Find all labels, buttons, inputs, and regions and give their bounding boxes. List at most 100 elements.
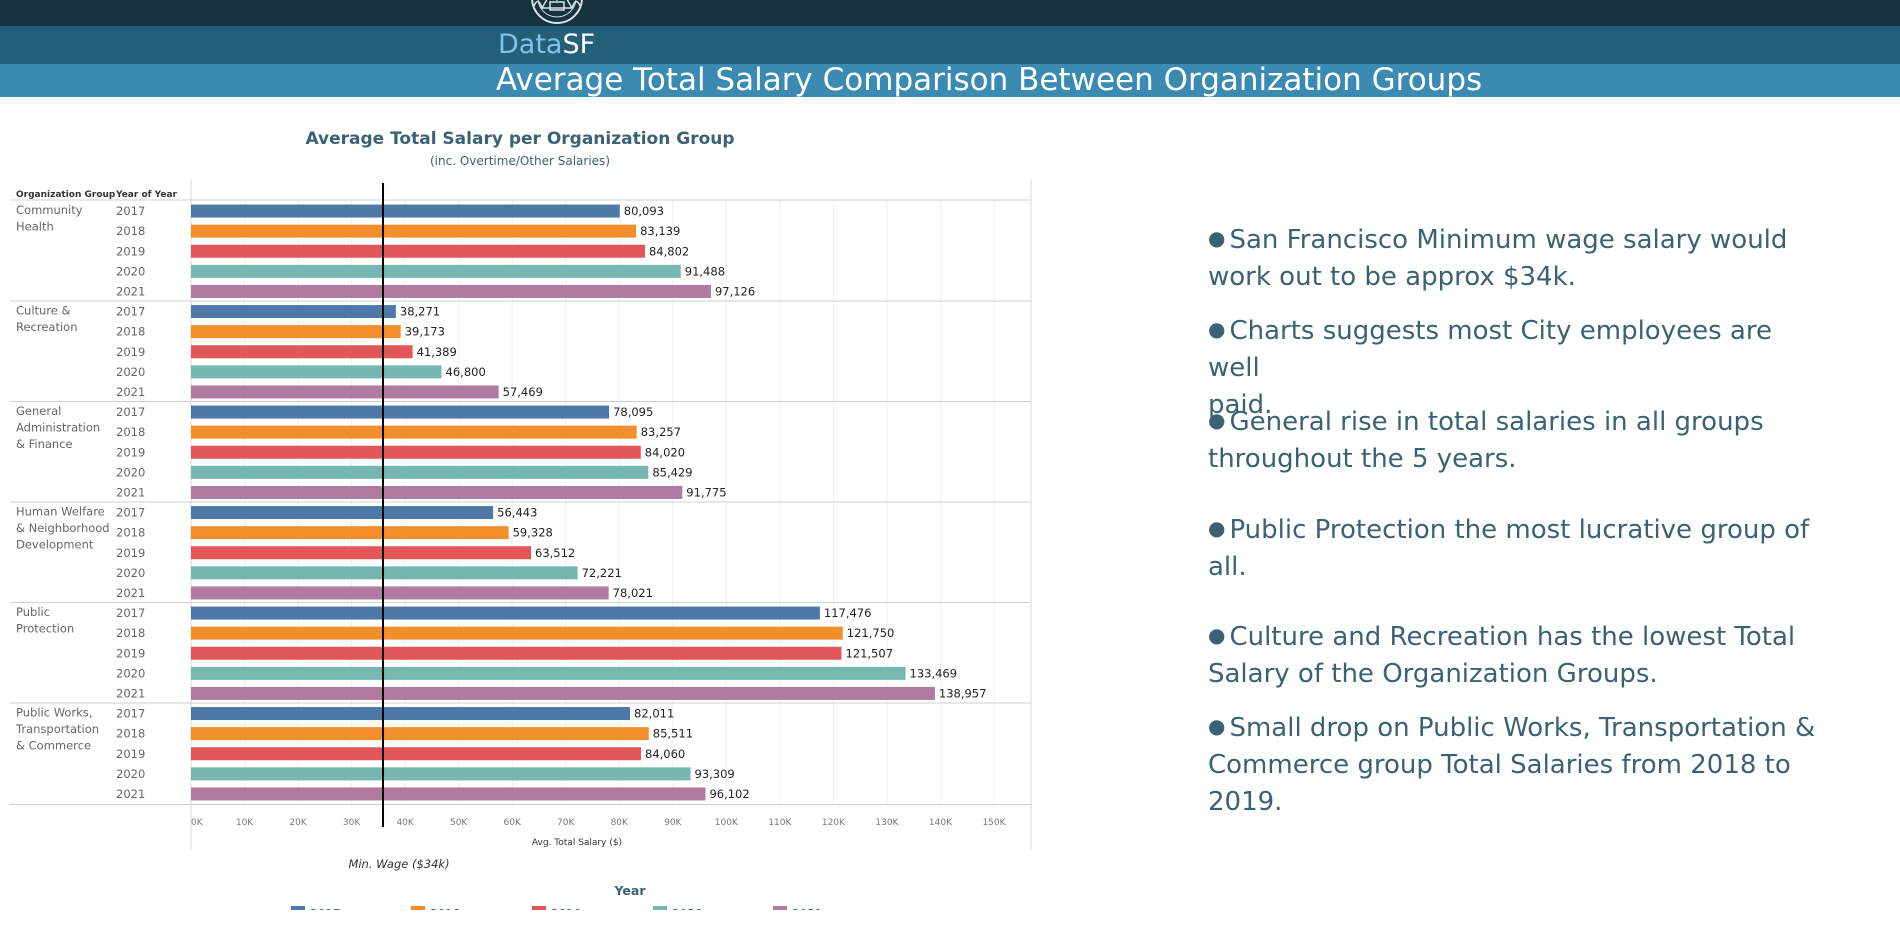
brand-data-text: Data: [498, 29, 563, 60]
group-label: Development: [16, 538, 94, 552]
datasf-logo[interactable]: DataSF: [498, 28, 595, 62]
row-header-year: Year of Year: [115, 190, 178, 200]
bar: [191, 345, 413, 359]
group-label: General: [16, 404, 61, 418]
x-tick-label: 60K: [504, 818, 522, 828]
year-label: 2021: [116, 686, 145, 700]
bar: [191, 465, 649, 479]
observation-item: ● Small drop on Public Works, Transportat…: [1208, 708, 1828, 821]
x-tick-label: 90K: [664, 818, 682, 828]
title-bar: Average Total Salary Comparison Between …: [0, 64, 1900, 97]
bar: [191, 586, 609, 600]
year-label: 2018: [116, 727, 145, 741]
bar: [191, 707, 631, 721]
bar: [191, 305, 396, 319]
bar-value-label: 56,443: [497, 506, 537, 520]
observation-line: work out to be approx $34k.: [1208, 262, 1576, 292]
chart-subtitle: (inc. Overtime/Other Salaries): [430, 154, 610, 168]
bullet-dot-icon: ●: [1208, 226, 1226, 250]
group-label: Administration: [16, 421, 100, 435]
bar: [191, 224, 637, 238]
bar: [191, 606, 820, 620]
brand-bar: DataSF: [0, 26, 1900, 64]
group-label: Health: [16, 220, 54, 234]
observation-line: all.: [1208, 552, 1247, 582]
x-tick-label: 30K: [343, 818, 361, 828]
bar-value-label: 80,093: [624, 204, 664, 218]
bullet-dot-icon: ●: [1208, 317, 1226, 341]
group-label: Public: [16, 605, 50, 619]
bar: [191, 686, 935, 700]
observation-item: ● General rise in total salaries in all g…: [1208, 402, 1828, 478]
observation-line: paid.: [1208, 390, 1273, 420]
year-label: 2020: [116, 666, 145, 680]
year-label: 2019: [116, 345, 145, 359]
year-label: 2021: [116, 586, 145, 600]
x-tick-label: 80K: [611, 818, 629, 828]
year-label: 2017: [116, 707, 145, 721]
observation-item: ● Culture and Recreation has the lowest T…: [1208, 617, 1828, 693]
group-label: Human Welfare: [16, 505, 105, 519]
bar: [191, 787, 706, 801]
year-label: 2017: [116, 606, 145, 620]
bar-value-label: 117,476: [824, 606, 872, 620]
bar: [191, 526, 509, 540]
legend-item-label: 2021: [792, 907, 823, 910]
observation-line: ● Culture and Recreation has the lowest T…: [1208, 622, 1796, 652]
group-label: Protection: [16, 622, 74, 636]
legend-swatch: [773, 906, 787, 910]
observation-line: ● Charts suggests most City employees are…: [1208, 316, 1772, 383]
x-tick-label: 140K: [929, 818, 953, 828]
bar-value-label: 82,011: [634, 707, 674, 721]
year-label: 2018: [116, 425, 145, 439]
x-tick-label: 0K: [191, 818, 204, 828]
brand-sf-text: SF: [562, 29, 596, 60]
observation-line: ● Public Protection the most lucrative gr…: [1208, 515, 1810, 545]
observation-line: ● San Francisco Minimum wage salary would: [1208, 225, 1788, 255]
x-tick-label: 70K: [557, 818, 575, 828]
bar-value-label: 57,469: [503, 385, 543, 399]
bar-value-label: 84,802: [649, 244, 689, 258]
group-label: Recreation: [16, 320, 78, 334]
bar: [191, 244, 645, 258]
bar-value-label: 63,512: [535, 546, 575, 560]
year-label: 2017: [116, 305, 145, 319]
year-label: 2017: [116, 204, 145, 218]
bar-value-label: 96,102: [709, 787, 749, 801]
legend-swatch: [411, 906, 425, 910]
bar-value-label: 59,328: [513, 526, 553, 540]
year-label: 2019: [116, 445, 145, 459]
year-label: 2018: [116, 526, 145, 540]
min-wage-reference-label: Min. Wage ($34k): [348, 857, 449, 871]
bar-value-label: 84,060: [645, 747, 685, 761]
bar: [191, 566, 578, 580]
x-tick-label: 50K: [450, 818, 468, 828]
x-tick-label: 150K: [982, 818, 1006, 828]
observation-line: Commerce group Total Salaries from 2018 …: [1208, 750, 1791, 780]
bar-value-label: 85,511: [653, 727, 693, 741]
legend-swatch: [532, 906, 546, 910]
legend-item-label: 2018: [430, 907, 461, 910]
year-label: 2019: [116, 747, 145, 761]
bar-value-label: 41,389: [417, 345, 457, 359]
year-label: 2020: [116, 264, 145, 278]
year-label: 2017: [116, 506, 145, 520]
group-label: Transportation: [15, 722, 99, 736]
bar: [191, 204, 620, 218]
bar: [191, 506, 494, 520]
bullet-dot-icon: ●: [1208, 516, 1226, 540]
salary-bar-chart: Average Total Salary per Organization Gr…: [10, 129, 1032, 910]
year-label: 2021: [116, 284, 145, 298]
bar-value-label: 97,126: [715, 284, 755, 298]
x-tick-label: 10K: [236, 818, 254, 828]
bar-value-label: 38,271: [400, 305, 440, 319]
group-label: & Neighborhood: [16, 521, 110, 535]
x-tick-label: 20K: [289, 818, 307, 828]
x-axis-label: Avg. Total Salary ($): [532, 838, 622, 848]
year-label: 2019: [116, 244, 145, 258]
page-title: Average Total Salary Comparison Between …: [496, 62, 1483, 98]
bar-value-label: 133,469: [910, 666, 958, 680]
bar-value-label: 121,750: [847, 626, 895, 640]
group-label: & Commerce: [16, 739, 91, 753]
x-tick-label: 40K: [396, 818, 414, 828]
